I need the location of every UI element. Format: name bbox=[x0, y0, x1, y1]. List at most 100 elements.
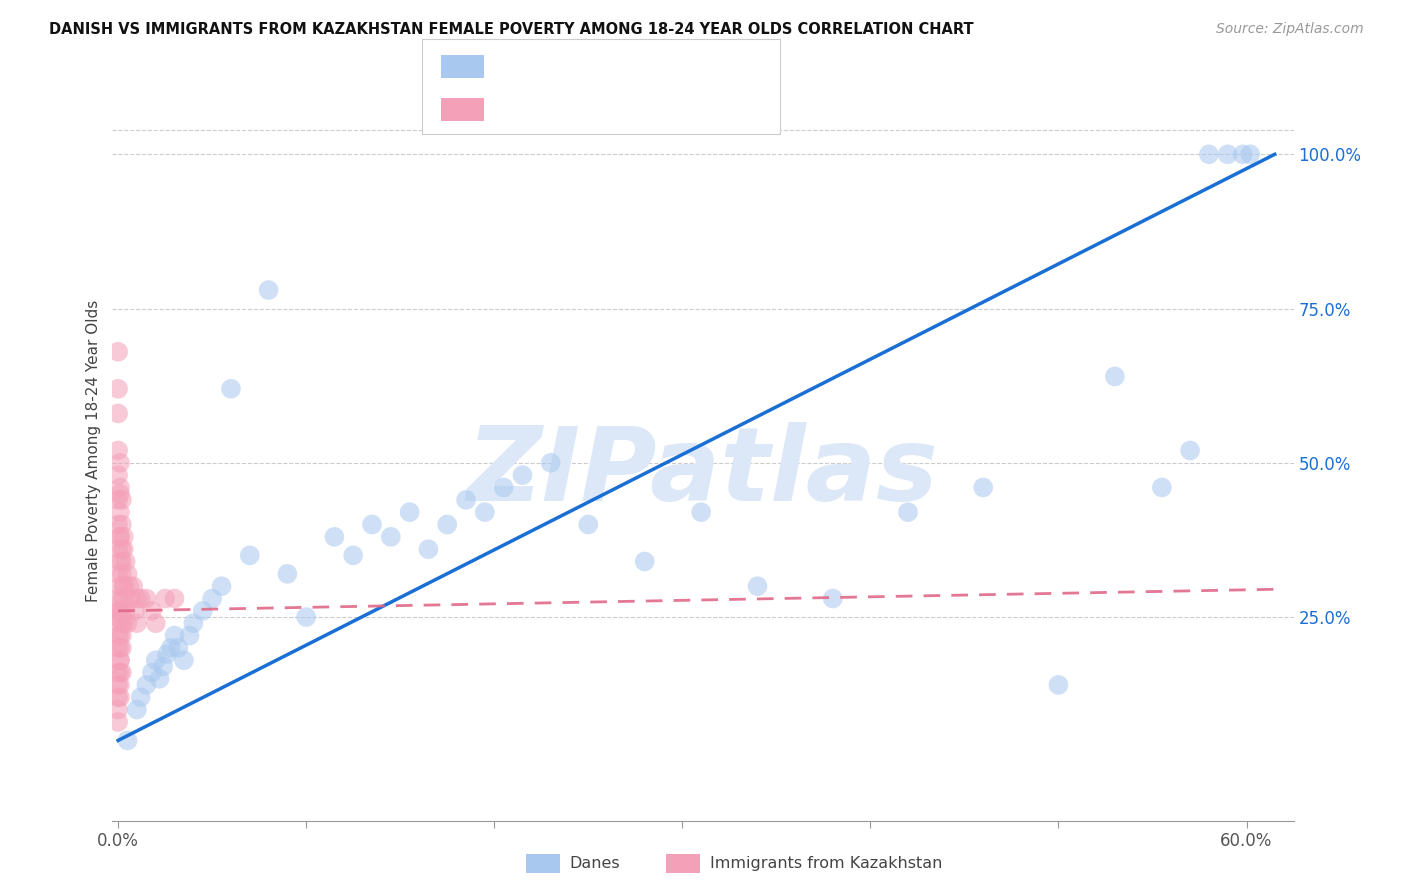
Point bbox=[323, 530, 346, 544]
Point bbox=[295, 610, 318, 624]
Point bbox=[436, 517, 458, 532]
Text: Source: ZipAtlas.com: Source: ZipAtlas.com bbox=[1216, 22, 1364, 37]
Point bbox=[125, 703, 148, 717]
Point bbox=[112, 579, 135, 593]
Point bbox=[111, 591, 134, 606]
Point bbox=[108, 653, 131, 667]
Point bbox=[118, 579, 141, 593]
Point bbox=[117, 733, 139, 747]
Point bbox=[108, 456, 131, 470]
Point bbox=[107, 468, 129, 483]
Point bbox=[108, 486, 131, 500]
Point bbox=[107, 610, 129, 624]
Point bbox=[576, 517, 599, 532]
Point bbox=[145, 616, 167, 631]
Point bbox=[117, 616, 139, 631]
Point bbox=[112, 579, 135, 593]
Point bbox=[107, 690, 129, 705]
Point bbox=[107, 443, 129, 458]
Point bbox=[112, 591, 135, 606]
Text: ZIPatlas: ZIPatlas bbox=[467, 422, 939, 524]
Point bbox=[135, 591, 157, 606]
Point bbox=[179, 629, 201, 643]
Point bbox=[148, 672, 170, 686]
Point bbox=[112, 530, 135, 544]
Point bbox=[129, 591, 152, 606]
Point bbox=[418, 542, 440, 557]
Point bbox=[163, 591, 186, 606]
Point bbox=[1216, 147, 1239, 161]
Point bbox=[398, 505, 420, 519]
Point bbox=[747, 579, 769, 593]
Point bbox=[201, 591, 224, 606]
Point bbox=[173, 653, 195, 667]
Point bbox=[112, 542, 135, 557]
Point bbox=[107, 665, 129, 680]
Point bbox=[107, 616, 129, 631]
Point bbox=[141, 604, 163, 618]
Point bbox=[111, 629, 134, 643]
Point bbox=[111, 542, 134, 557]
Point bbox=[107, 604, 129, 618]
Point bbox=[159, 640, 181, 655]
Text: Immigrants from Kazakhstan: Immigrants from Kazakhstan bbox=[710, 856, 942, 871]
Point bbox=[111, 517, 134, 532]
Point bbox=[111, 616, 134, 631]
Y-axis label: Female Poverty Among 18-24 Year Olds: Female Poverty Among 18-24 Year Olds bbox=[86, 300, 101, 601]
Point bbox=[342, 549, 364, 563]
Point bbox=[108, 690, 131, 705]
Point bbox=[135, 678, 157, 692]
Point bbox=[107, 678, 129, 692]
Point bbox=[111, 554, 134, 569]
Point bbox=[125, 616, 148, 631]
Point bbox=[107, 344, 129, 359]
Point bbox=[167, 640, 190, 655]
Point bbox=[111, 665, 134, 680]
Point bbox=[120, 591, 142, 606]
Text: R =  0.004    N = 69: R = 0.004 N = 69 bbox=[496, 101, 693, 119]
Point bbox=[108, 653, 131, 667]
Point bbox=[107, 591, 129, 606]
Point bbox=[153, 591, 176, 606]
Point bbox=[257, 283, 280, 297]
Point bbox=[108, 554, 131, 569]
Point bbox=[108, 604, 131, 618]
Point bbox=[211, 579, 233, 593]
Point bbox=[107, 640, 129, 655]
Point bbox=[108, 629, 131, 643]
Point bbox=[107, 382, 129, 396]
Text: DANISH VS IMMIGRANTS FROM KAZAKHSTAN FEMALE POVERTY AMONG 18-24 YEAR OLDS CORREL: DANISH VS IMMIGRANTS FROM KAZAKHSTAN FEM… bbox=[49, 22, 974, 37]
Point bbox=[114, 604, 136, 618]
Point bbox=[111, 604, 134, 618]
Point bbox=[1178, 443, 1201, 458]
Text: Danes: Danes bbox=[569, 856, 620, 871]
Point bbox=[107, 703, 129, 717]
Point bbox=[540, 456, 562, 470]
Point bbox=[107, 517, 129, 532]
Point bbox=[219, 382, 242, 396]
Point bbox=[108, 505, 131, 519]
Point bbox=[129, 690, 152, 705]
Point bbox=[107, 492, 129, 507]
Point bbox=[108, 530, 131, 544]
Point bbox=[122, 579, 145, 593]
Point bbox=[183, 616, 205, 631]
Point bbox=[361, 517, 384, 532]
Point bbox=[156, 647, 179, 661]
Point bbox=[112, 616, 135, 631]
Point bbox=[117, 566, 139, 581]
Point bbox=[492, 481, 515, 495]
Point bbox=[380, 530, 402, 544]
Point bbox=[108, 678, 131, 692]
Point bbox=[163, 629, 186, 643]
Point bbox=[1198, 147, 1220, 161]
Point bbox=[145, 653, 167, 667]
Point bbox=[114, 554, 136, 569]
Point bbox=[108, 579, 131, 593]
Point bbox=[111, 492, 134, 507]
Point bbox=[108, 665, 131, 680]
Point bbox=[1239, 147, 1261, 161]
Point bbox=[1150, 481, 1173, 495]
Point bbox=[124, 604, 146, 618]
Point bbox=[191, 604, 214, 618]
